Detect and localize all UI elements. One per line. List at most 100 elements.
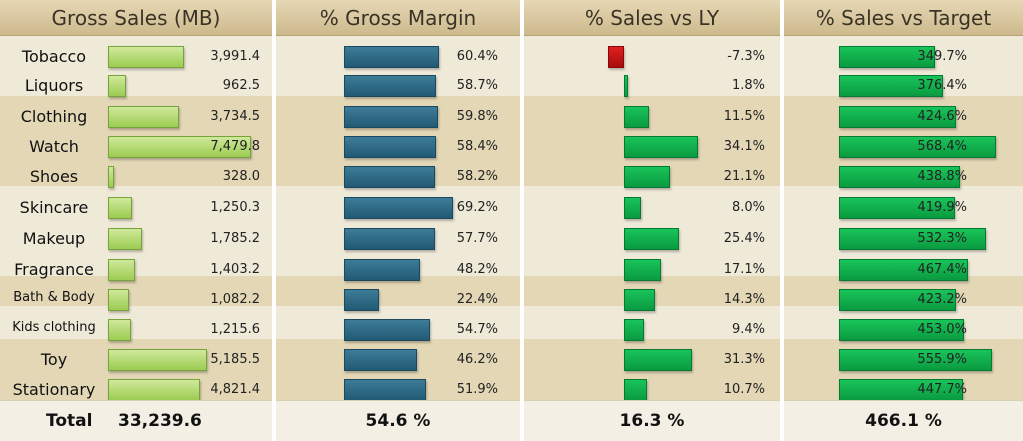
bar [839,136,996,158]
value-label: 1,785.2 [210,231,260,246]
gross-margin-header: % Gross Margin [276,0,520,36]
row-kids-clothing: Kids clothing 1,215.6 [0,315,272,345]
row-tobacco: -7.3% [524,42,780,72]
value-label: 438.8% [917,169,967,184]
row-toy: 46.2% [276,345,520,375]
row-watch: Watch 7,479.8 [0,132,272,162]
total-label: Total [46,411,93,431]
row-liquors: 1.8% [524,71,780,101]
bar [839,197,955,219]
row-shoes: 58.2% [276,162,520,192]
value-label: 3,991.4 [210,49,260,64]
bar [344,75,437,97]
row-bath-and-body: 22.4% [276,285,520,315]
row-skincare: 419.9% [784,193,1023,223]
sales-vs-ly-total: 16.3 % [619,411,685,431]
value-label: 58.4% [456,139,498,154]
row-kids-clothing: 9.4% [524,315,780,345]
bar [108,136,251,158]
row-makeup: 532.3% [784,224,1023,254]
row-band [0,306,272,339]
value-label: 60.4% [456,49,498,64]
row-clothing: 424.6% [784,102,1023,132]
gross-margin-chart: 60.4% 58.7% 59.8% 58.4% 58.2% 69.2% 57.7% 48.2%… [276,36,520,401]
value-label: 31.3% [723,352,765,367]
row-toy: 555.9% [784,345,1023,375]
value-label: 419.9% [917,200,967,215]
bar [624,289,655,311]
value-label: 962.5 [222,78,260,93]
gross-sales-header: Gross Sales (MB) [0,0,272,36]
sales-vs-target-chart: 349.7% 376.4% 424.6% 568.4% 438.8% 419.9% 532.… [784,36,1023,401]
value-label: 1,215.6 [210,322,260,337]
bar [624,259,661,281]
bar [108,166,115,188]
bar [108,75,127,97]
bar [624,75,628,97]
value-label: 467.4% [917,262,967,277]
value-label: 58.7% [456,78,498,93]
bar [108,349,207,371]
row-watch: 568.4% [784,132,1023,162]
row-toy: 31.3% [524,345,780,375]
value-label: 349.7% [917,49,967,64]
bar [839,75,943,97]
value-label: 22.4% [456,292,498,307]
bar [108,289,129,311]
sales-vs-target-panel: % Sales vs Target 349.7% 376.4% 424.6% 568.… [784,0,1023,441]
bar [108,228,143,250]
value-label: 69.2% [456,200,498,215]
bar [108,46,185,68]
bar [624,106,649,128]
bar [839,106,957,128]
value-label: 328.0 [222,169,260,184]
value-label: 1,403.2 [210,262,260,277]
row-kids-clothing: 54.7% [276,315,520,345]
row-clothing: 11.5% [524,102,780,132]
bar [344,289,380,311]
value-label: 58.2% [456,169,498,184]
category-label: Skincare [19,198,89,217]
bar [344,379,426,401]
bar [839,289,956,311]
value-label: 1,250.3 [210,200,260,215]
category-label: Kids clothing [12,320,96,335]
row-liquors: 58.7% [276,71,520,101]
category-label: Watch [29,137,79,156]
bar [839,319,964,341]
bar [624,379,648,401]
row-tobacco: 60.4% [276,42,520,72]
value-label: 3,734.5 [210,109,260,124]
value-label: 10.7% [723,382,765,397]
row-skincare: 8.0% [524,193,780,223]
bar [624,319,645,341]
value-label: 376.4% [917,78,967,93]
bar [108,379,200,401]
gross-sales-total: 33,239.6 [118,411,202,431]
row-liquors: 376.4% [784,71,1023,101]
value-label: 532.3% [917,231,967,246]
bar [344,166,436,188]
category-label: Toy [40,350,68,369]
row-fragrance: Fragrance 1,403.2 [0,255,272,285]
row-shoes: 438.8% [784,162,1023,192]
bar [344,106,438,128]
value-label: 25.4% [723,231,765,246]
row-skincare: Skincare 1,250.3 [0,193,272,223]
category-label: Bath & Body [13,290,95,305]
row-tobacco: 349.7% [784,42,1023,72]
bar [839,166,961,188]
bar [624,136,698,158]
row-clothing: Clothing 3,734.5 [0,102,272,132]
bar [839,228,986,250]
value-label: 46.2% [456,352,498,367]
bar [108,106,180,128]
row-tobacco: Tobacco 3,991.4 [0,42,272,72]
gross-margin-total: 54.6 % [365,411,431,431]
bar [839,259,968,281]
sales-vs-target-total: 466.1 % [865,411,942,431]
value-label: 17.1% [723,262,765,277]
row-watch: 58.4% [276,132,520,162]
bar [624,228,679,250]
bar [344,349,417,371]
